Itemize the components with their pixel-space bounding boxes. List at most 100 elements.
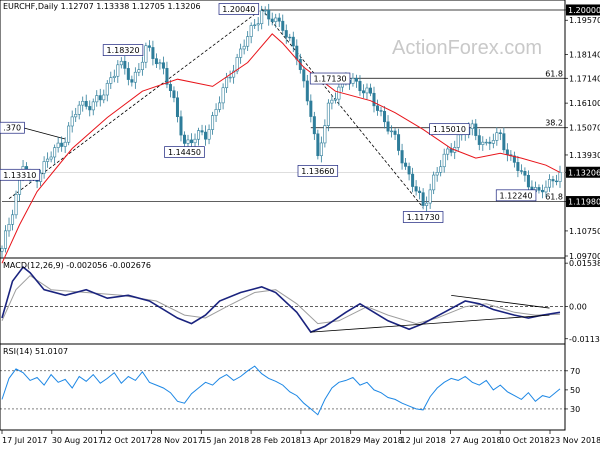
candle-body	[207, 129, 211, 140]
candle-body	[495, 132, 499, 141]
candle-body	[193, 138, 197, 144]
price-annotation: 1.13660	[297, 165, 339, 177]
candle-body	[133, 71, 137, 83]
candle-body	[284, 30, 288, 38]
candle-body	[474, 123, 478, 136]
candle-body	[323, 125, 327, 144]
candle-body	[228, 76, 232, 79]
candle-body	[319, 142, 323, 157]
candle-body	[249, 25, 253, 37]
candle-body	[165, 67, 169, 85]
macd-label: MACD(12,26,9) -0.002056 -0.002676	[3, 261, 151, 270]
candle-body	[537, 187, 541, 191]
candle-body	[98, 95, 102, 101]
candle-body	[512, 155, 516, 163]
candle-body	[421, 192, 425, 206]
x-tick-label: 27 Aug 2018	[450, 436, 501, 445]
candle-body	[56, 142, 60, 148]
candle-body	[49, 156, 53, 160]
candle-body	[407, 166, 411, 175]
candle-body	[270, 18, 274, 22]
candle-body	[333, 98, 337, 101]
price-trendlines	[8, 8, 424, 208]
candle-body	[102, 94, 106, 101]
price-annotation: 1.11730	[402, 211, 444, 223]
candle-body	[470, 123, 474, 130]
candle-body	[67, 125, 71, 143]
candle-body	[554, 180, 558, 183]
candle-body	[63, 141, 67, 147]
candle-body	[291, 36, 295, 47]
rsi-tick-label: 70	[570, 367, 580, 376]
candle-body	[161, 62, 165, 69]
candle-body	[354, 78, 358, 82]
candle-body	[70, 116, 74, 127]
x-tick-label: 10 Oct 2018	[500, 436, 549, 445]
candle-body	[221, 87, 225, 104]
candle-body	[488, 141, 492, 144]
candle-body	[365, 87, 369, 94]
candle-body	[312, 116, 316, 135]
candle-body	[197, 130, 201, 140]
annotation-text: 1.15010	[433, 125, 466, 134]
price-tick-label: 1.10750	[569, 227, 600, 236]
price-annotations: 1.20040 1.18320 1.17130 1.14450 1.13660 1.150…	[0, 3, 537, 223]
annotation-box	[0, 121, 25, 134]
candle-body	[84, 100, 88, 107]
candle-body	[88, 106, 92, 111]
candle-body	[502, 133, 506, 151]
trendline	[22, 127, 66, 140]
candle-body	[368, 87, 372, 94]
candle-body	[225, 77, 229, 89]
candle-body	[435, 172, 439, 176]
candle-body	[274, 17, 278, 22]
macd-lines	[0, 265, 565, 334]
candle-body	[95, 95, 99, 103]
price-tick-label: 1.17140	[569, 74, 600, 83]
candle-body	[330, 99, 334, 104]
price-tick-label: 1.15070	[569, 124, 600, 133]
x-tick-label: 23 Nov 2018	[550, 436, 600, 445]
candle-body	[158, 62, 162, 65]
candle-body	[235, 57, 239, 72]
candle-body	[439, 166, 443, 173]
candle-body	[379, 110, 383, 112]
rsi-label: RSI(14) 51.0107	[3, 347, 68, 356]
candle-body	[109, 77, 113, 84]
x-tick-label: 30 Aug 2017	[52, 436, 103, 445]
annotation-text: 1.13660	[301, 167, 334, 176]
candle-body	[425, 202, 429, 206]
price-tick-label: 1.18140	[569, 50, 600, 59]
price-annotation: 1.15010	[429, 123, 470, 136]
annotation-box	[218, 3, 260, 15]
fib-label: 38.2	[545, 119, 563, 128]
candle-body	[126, 68, 130, 80]
candle-body	[130, 79, 134, 83]
candle-body	[305, 80, 309, 102]
candle-body	[316, 133, 320, 157]
candle-body	[267, 9, 271, 20]
candle-body	[432, 174, 436, 191]
candle-body	[526, 174, 530, 188]
candle-body	[551, 179, 555, 182]
candle-body	[11, 214, 15, 225]
candle-body	[256, 23, 260, 26]
annotation-box	[0, 168, 41, 181]
candle-body	[397, 134, 401, 151]
candle-body	[540, 189, 544, 193]
moving-average-line	[1, 33, 561, 264]
candle-body	[491, 140, 495, 144]
candle-body	[484, 141, 488, 144]
candle-body	[558, 171, 562, 182]
price-tick-label: 1.19570	[569, 16, 600, 25]
trendline	[8, 8, 262, 199]
moving-average	[1, 33, 561, 264]
candles	[0, 3, 562, 258]
candle-body	[123, 60, 127, 69]
rsi-main-line	[1, 365, 561, 416]
candle-body	[383, 110, 387, 123]
x-tick-label: 13 Apr 2018	[301, 436, 350, 445]
candle-body	[505, 149, 509, 156]
candle-body	[519, 170, 523, 172]
